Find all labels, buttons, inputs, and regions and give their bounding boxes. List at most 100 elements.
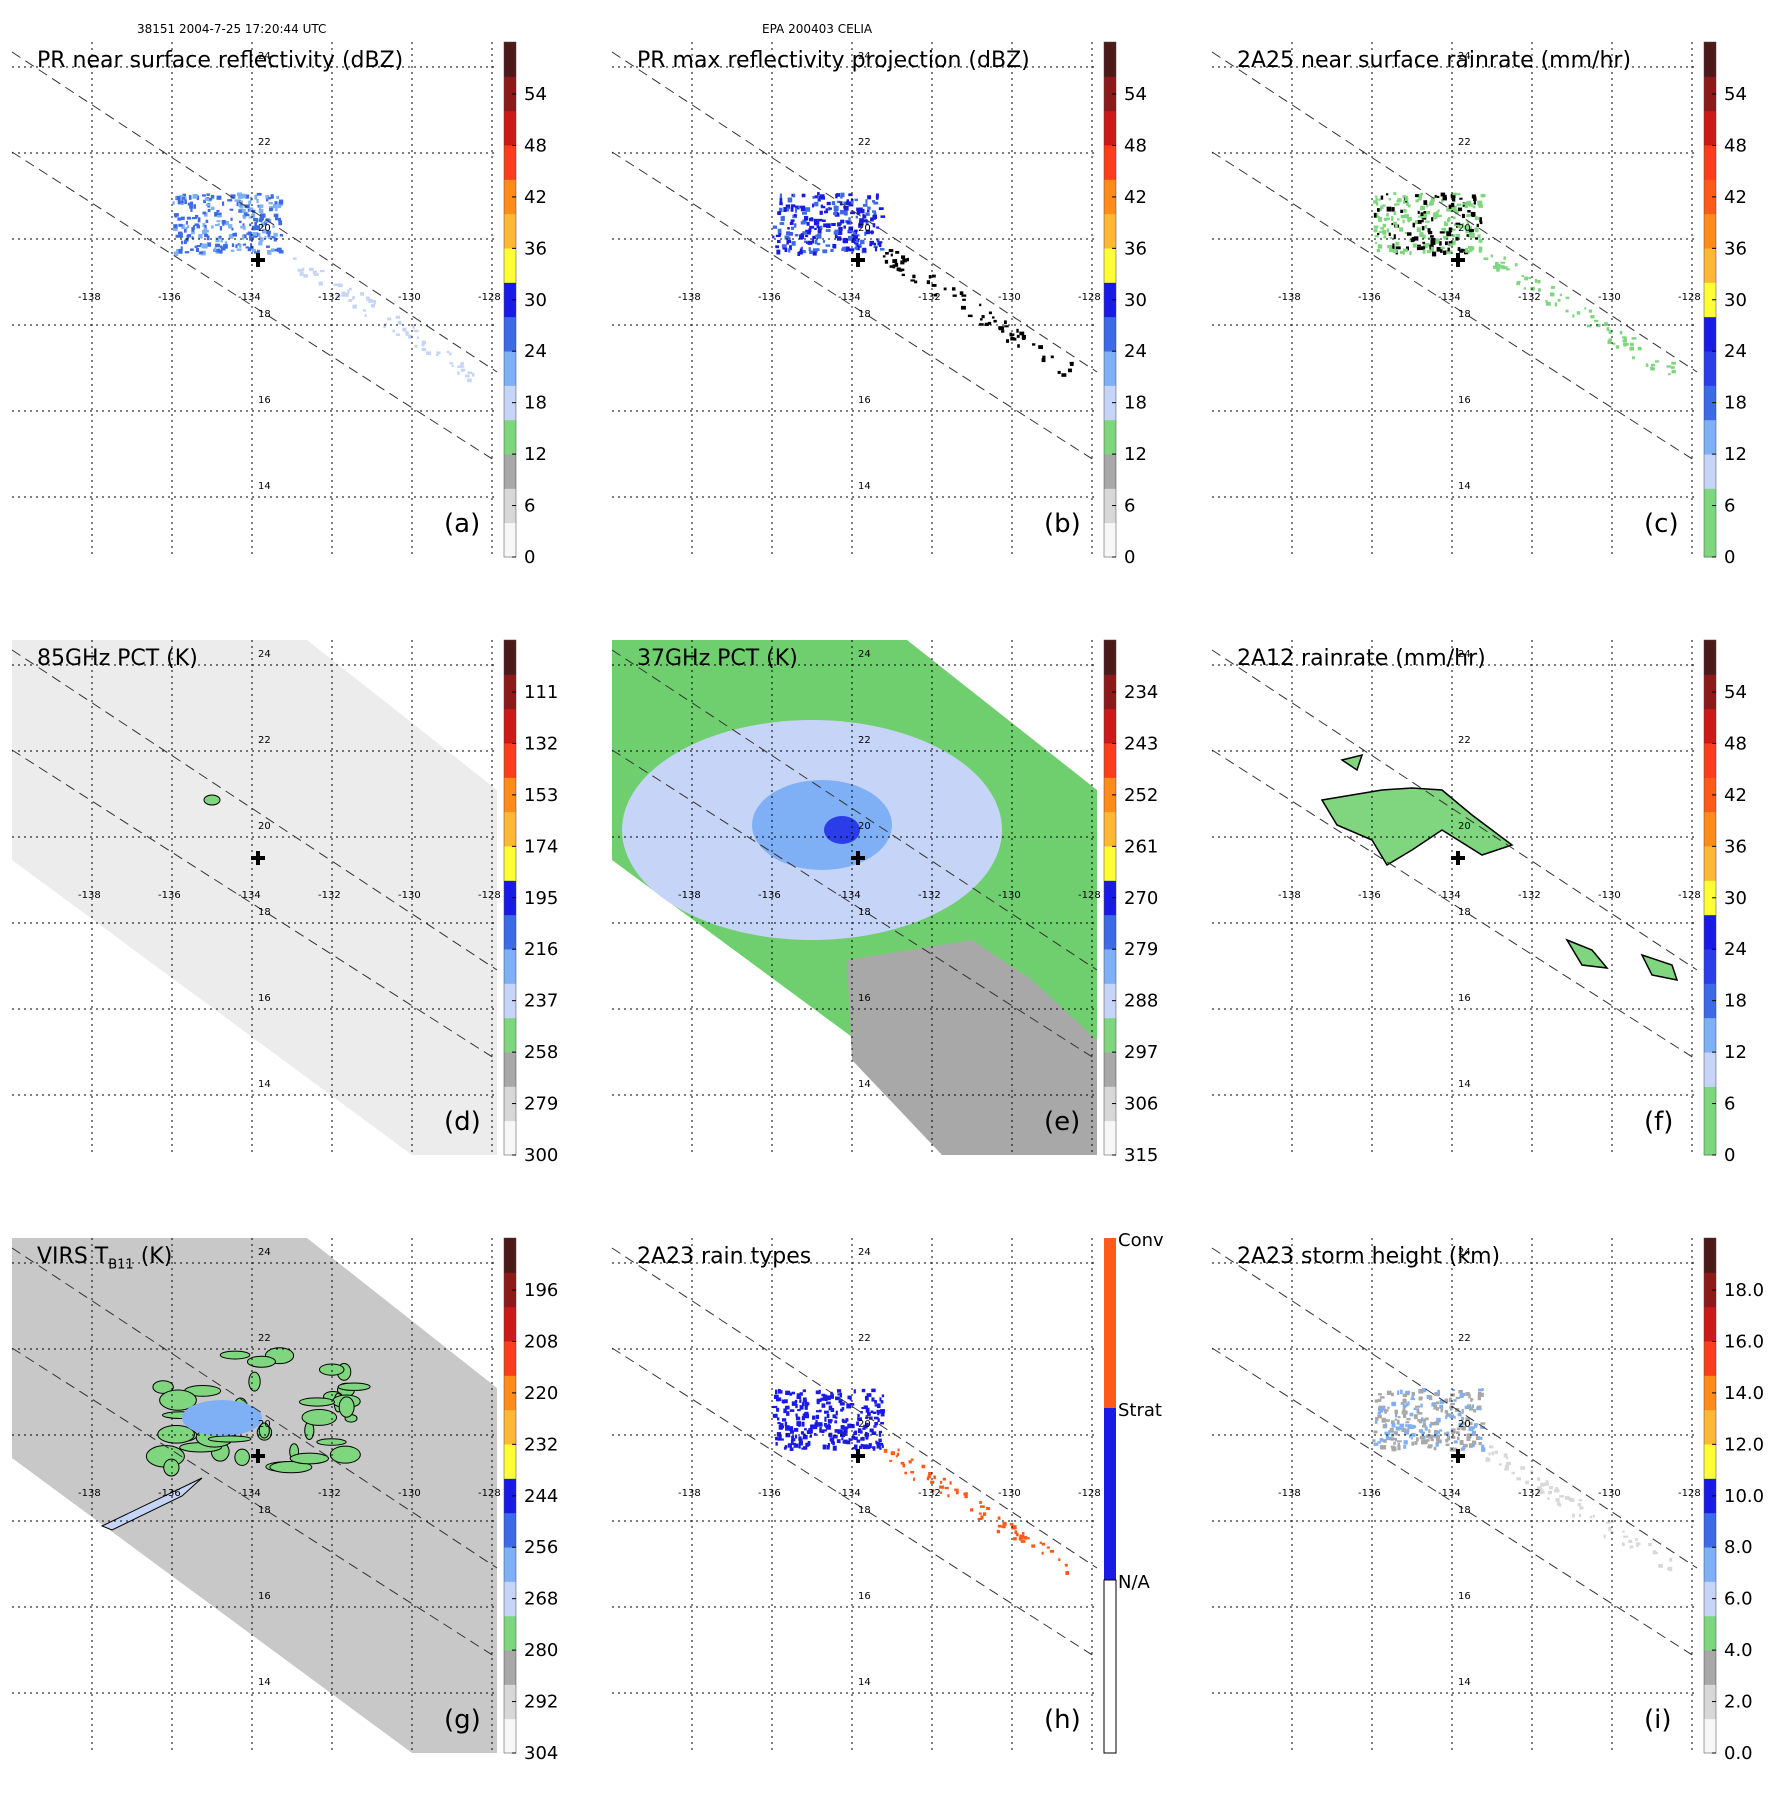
rain-pixel <box>1386 206 1392 212</box>
rain-pixel <box>1455 234 1460 239</box>
storm-center-marker <box>251 253 265 267</box>
rain-pixel <box>1626 342 1629 346</box>
rain-pixel <box>810 1424 814 1429</box>
colorbar-tick-label: 243 <box>1124 733 1158 754</box>
rain-pixel <box>785 1426 789 1431</box>
rain-pixel <box>210 206 215 210</box>
panel-letter: (i) <box>1644 1705 1672 1735</box>
rain-pixel <box>1505 1457 1509 1460</box>
rain-pixel <box>256 249 260 254</box>
lon-tick-label: -130 <box>1598 890 1621 901</box>
rain-pixel <box>217 248 221 253</box>
rain-pixel <box>249 196 253 202</box>
rain-pixel <box>812 238 815 244</box>
rain-pixel <box>775 245 780 249</box>
panel-title: 2A12 rainrate (mm/hr) <box>1237 646 1486 671</box>
rain-pixel <box>205 203 211 207</box>
rain-pixel <box>1430 196 1435 202</box>
rain-pixel <box>951 287 956 291</box>
lat-tick-label: 24 <box>858 649 871 660</box>
rain-pixel <box>1440 199 1444 203</box>
rain-pixel <box>1417 219 1422 224</box>
colorbar-tick-label: 36 <box>524 238 547 259</box>
rain-pixel <box>1430 1421 1436 1426</box>
rain-pixel <box>848 217 851 220</box>
colorbar-segment <box>1704 248 1716 283</box>
rain-pixel <box>1425 210 1431 215</box>
rain-pixel <box>1377 1398 1382 1402</box>
lon-tick-label: -134 <box>1438 890 1461 901</box>
rain-pixel <box>1389 1427 1394 1433</box>
rain-pixel <box>1407 1401 1410 1406</box>
rain-pixel <box>1402 250 1405 255</box>
rain-pixel <box>1426 203 1429 208</box>
rain-pixel <box>1516 1477 1522 1481</box>
rain-pixel <box>1379 1396 1385 1399</box>
rain-pixel <box>1012 333 1015 336</box>
rain-pixel <box>1453 1429 1456 1434</box>
rain-pixel <box>848 226 854 231</box>
rain-pixel <box>1378 230 1383 234</box>
rain-pixel <box>802 1433 806 1439</box>
colorbar-tick-label: 30 <box>1124 290 1147 311</box>
rain-pixel <box>1417 1419 1421 1422</box>
rain-pixel <box>1474 227 1478 231</box>
rain-pixel <box>1396 1419 1400 1425</box>
rain-pixel <box>804 1402 810 1405</box>
rain-pixel <box>792 193 796 198</box>
lat-tick-label: 14 <box>1458 1079 1471 1090</box>
rain-pixel <box>218 235 222 239</box>
rain-pixel <box>199 251 204 254</box>
rain-pixel <box>825 229 831 232</box>
rain-pixel <box>373 300 376 305</box>
rain-pixel <box>776 1407 780 1412</box>
rain-pixel <box>1418 215 1422 218</box>
colorbar-segment <box>1104 110 1116 146</box>
rain-pixel <box>1445 1413 1451 1417</box>
rain-pixel <box>273 237 277 242</box>
rain-pixel <box>832 1442 835 1446</box>
colorbar-segment <box>504 708 516 744</box>
rain-pixel <box>1480 1425 1485 1429</box>
rain-pixel <box>779 1425 785 1429</box>
rain-pixel <box>199 242 203 246</box>
field-layer <box>772 192 1074 377</box>
rain-pixel <box>268 207 273 212</box>
rain-pixel <box>834 234 838 239</box>
rain-pixel <box>847 1395 851 1400</box>
rain-pixel <box>1046 1546 1050 1549</box>
colorbar-segment <box>1104 846 1116 881</box>
lon-tick-label: -132 <box>318 890 341 901</box>
rain-pixel <box>309 267 314 271</box>
rain-pixel <box>1402 200 1406 204</box>
lon-tick-label: -138 <box>1278 1488 1301 1499</box>
rain-pixel <box>1385 1433 1390 1439</box>
lat-tick-label: 24 <box>258 649 271 660</box>
rain-pixel <box>807 240 813 245</box>
rain-pixel <box>1439 231 1445 234</box>
rain-pixel <box>826 1401 831 1405</box>
rain-pixel <box>1471 213 1475 217</box>
rain-pixel <box>1383 1439 1387 1443</box>
rain-pixel <box>1446 231 1452 237</box>
colorbar-segment <box>1104 1408 1116 1580</box>
rain-pixel <box>1470 233 1475 238</box>
map-panel-a: -138 -136 -134 -132 -130 -128 24 22 20 18 16 14 54 48… <box>11 41 612 602</box>
rain-pixel <box>1545 1480 1549 1483</box>
rain-pixel <box>871 1397 875 1402</box>
rain-pixel <box>1453 1416 1456 1419</box>
colorbar-segment <box>1704 522 1716 558</box>
rain-pixel <box>1436 1430 1440 1435</box>
colorbar-tick-label: 268 <box>524 1589 558 1610</box>
rain-pixel <box>242 223 245 226</box>
rain-pixel <box>1492 265 1496 269</box>
rain-pixel <box>253 217 257 222</box>
lat-tick-label: 24 <box>1458 649 1471 660</box>
rain-pixel <box>392 329 396 333</box>
rain-pixel <box>832 244 837 249</box>
rain-pixel <box>806 221 810 226</box>
rain-pixel <box>830 1394 834 1399</box>
cloud-cluster <box>248 1371 261 1392</box>
colorbar-segment <box>504 316 516 352</box>
map-svg: -138 -136 -134 -132 -130 -1282422201816145448… <box>11 41 547 568</box>
